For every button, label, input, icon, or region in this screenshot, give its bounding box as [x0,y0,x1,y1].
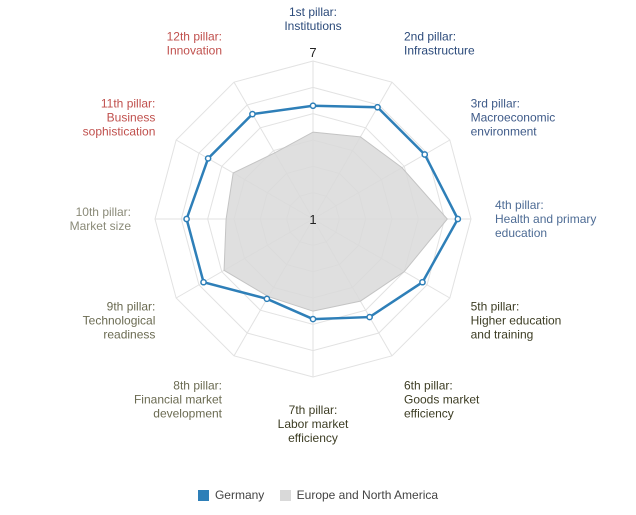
axis-label-line: 12th pillar: [167,29,222,43]
axis-label-line: readiness [103,328,155,342]
axis-label-pillar-1: 1st pillar: Institutions [284,5,341,33]
data-point-germany [309,315,317,323]
scale-max-label: 7 [309,45,316,60]
data-point-germany [421,151,429,158]
axis-label-line: Financial market [134,393,223,407]
axis-label-pillar-7: 7th pillar: Labor market efficiency [278,403,349,445]
legend-label: Germany [214,488,265,502]
legend-item-germany[interactable]: Germany [197,488,265,502]
axis-label-line: 4th pillar: [495,198,544,212]
axis-label-line: Innovation [167,43,222,57]
axis-label-pillar-9: 9th pillar: Technological readiness [83,300,156,342]
axis-label-line: efficiency [404,407,454,421]
legend-label: Europe and North America [296,488,439,502]
axis-label-pillar-6: 6th pillar: Goods market efficiency [404,379,480,421]
legend: Germany Europe and North America [0,488,636,504]
axis-label-line: Macroeconomic [471,111,556,125]
scale-min-label: 1 [309,212,316,227]
data-point-germany [309,102,317,110]
axis-label-line: 1st pillar: [289,5,337,19]
axis-label-line: Infrastructure [404,43,475,57]
axis-label-line: sophistication [83,125,156,139]
axis-label-pillar-8: 8th pillar: Financial market development [134,379,223,421]
axis-label-line: environment [471,125,538,139]
axis-label-line: 9th pillar: [107,300,156,314]
axis-label-line: Business [107,111,156,125]
axis-label-line: 2nd pillar: [404,29,456,43]
axis-label-pillar-2: 2nd pillar: Infrastructure [404,29,475,57]
axis-label-pillar-3: 3rd pillar: Macroeconomic environment [471,97,556,139]
axis-label-pillar-11: 11th pillar: Business sophistication [83,97,156,139]
axis-label-line: 10th pillar: [76,205,131,219]
axis-label-line: Technological [83,314,156,328]
data-point-germany [249,110,256,118]
legend-item-europe-north-america[interactable]: Europe and North America [279,488,439,502]
data-point-germany [366,313,373,321]
axis-label-pillar-10: 10th pillar: Market size [70,205,132,233]
axis-label-line: 5th pillar: [471,300,520,314]
axis-labels: 1st pillar: Institutions 2nd pillar: Infras… [70,5,597,445]
axis-label-line: Labor market [278,417,349,431]
axis-label-line: 11th pillar: [101,97,155,111]
axis-label-line: efficiency [288,431,338,445]
data-point-germany [454,215,462,223]
data-point-germany [374,103,381,111]
axis-label-pillar-12: 12th pillar: Innovation [167,29,222,57]
axis-label-line: education [495,226,547,240]
axis-label-line: Institutions [284,19,341,33]
data-point-germany [419,278,426,286]
data-point-germany [200,278,207,286]
axis-label-line: Health and primary [495,212,596,226]
data-point-germany [263,295,271,303]
axis-label-pillar-4: 4th pillar: Health and primary education [495,198,596,240]
axis-label-line: 6th pillar: [404,379,453,393]
axis-label-line: 3rd pillar: [471,97,520,111]
axis-label-line: 7th pillar: [289,403,338,417]
data-point-germany [204,155,212,162]
series-area-europe-north-america [223,131,448,312]
axis-label-pillar-5: 5th pillar: Higher education and training [471,300,562,342]
data-point-germany [183,215,190,223]
axis-label-line: and training [471,328,534,342]
legend-swatch-europe-north-america [279,489,291,501]
axis-label-line: 8th pillar: [173,379,222,393]
axis-label-line: Higher education [471,314,562,328]
axis-label-line: Goods market [404,393,480,407]
axis-label-line: development [153,407,222,421]
axis-label-line: Market size [70,219,132,233]
legend-swatch-germany [197,489,209,501]
radar-series [183,102,462,323]
